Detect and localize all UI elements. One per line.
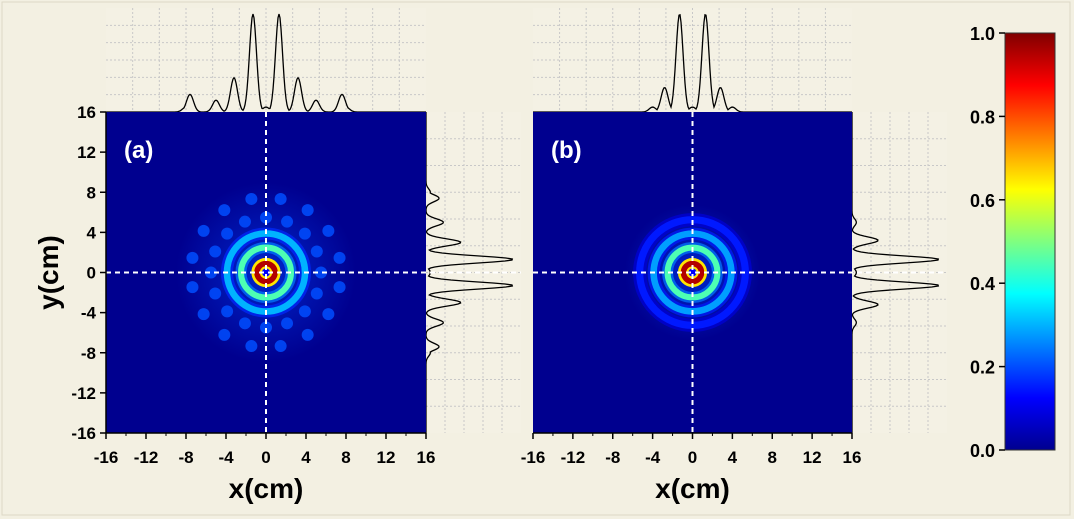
x-tick-label: 16 (843, 448, 862, 467)
heatmap-lobe (281, 317, 294, 330)
y-tick-label: 0 (87, 264, 96, 283)
heatmap-lobe (301, 204, 314, 217)
x-tick-label: 16 (417, 448, 436, 467)
x-axis-label: x(cm) (655, 473, 730, 504)
heatmap-core-centre (261, 268, 271, 277)
y-tick-label: -16 (71, 424, 96, 443)
heatmap-lobe (310, 287, 323, 300)
panel-b: (b) -16 -12 -8 -4 0 4 8 12 16 x(cm) (521, 8, 947, 504)
x-tick-label: 4 (301, 448, 311, 467)
x-tick-label: -12 (561, 448, 586, 467)
heatmap-lobe (197, 308, 210, 321)
colorbar-tick-label: 1.0 (970, 24, 995, 44)
heatmap-lobe (221, 305, 234, 318)
x-tick-label: -8 (605, 448, 620, 467)
colorbar: 1.0 0.8 0.6 0.4 0.2 0.0 (970, 24, 1056, 461)
x-axis-label: x(cm) (229, 473, 304, 504)
heatmap-ring (636, 216, 749, 329)
colorbar-tick-label: 0.0 (970, 441, 995, 461)
heatmap-lobe (245, 192, 258, 205)
heatmap-lobe (205, 266, 217, 279)
heatmap-lobe (186, 281, 199, 294)
heatmap-rings (176, 182, 356, 363)
x-profile-panel (106, 8, 426, 113)
x-tick-label: 0 (688, 448, 697, 467)
panel-label: (a) (124, 137, 153, 164)
x-tick-label: 8 (768, 448, 777, 467)
heatmap-lobe (209, 287, 222, 300)
x-tick-label: -4 (218, 448, 234, 467)
heatmap-lobe (310, 245, 323, 258)
y-tick-label: -12 (71, 384, 96, 403)
heatmap-lobe (238, 317, 251, 330)
heatmap-lobe (322, 308, 335, 321)
y-tick-label: -4 (81, 304, 97, 323)
y-tick-label: -8 (81, 344, 96, 363)
y-tick-label: 16 (77, 103, 96, 122)
colorbar-tick-label: 0.4 (970, 274, 995, 294)
heatmap-core-ring (680, 260, 705, 285)
x-tick-label: 8 (341, 448, 350, 467)
heatmap-lobe (315, 266, 327, 279)
x-tick-label: -16 (521, 448, 546, 467)
x-tick-label: -16 (94, 448, 119, 467)
panel-label: (b) (551, 137, 582, 164)
heatmap-lobe (238, 215, 251, 228)
y-tick-label: 4 (87, 223, 97, 242)
x-tick-label: 0 (261, 448, 270, 467)
heatmap-lobe (260, 321, 272, 334)
heatmap-lobe (218, 204, 231, 217)
x-tick-label: -12 (134, 448, 159, 467)
x-tick-label: 12 (803, 448, 822, 467)
heatmap-lobe (209, 245, 222, 258)
y-tick-label: 8 (87, 183, 96, 202)
y-axis-label: y(cm) (33, 235, 64, 310)
heatmap-core-centre (688, 268, 697, 277)
heatmap-lobe (301, 328, 314, 341)
x-profile-panel (533, 8, 852, 113)
heatmap-lobe (218, 328, 231, 341)
heatmap-lobe (221, 227, 234, 240)
heatmap-lobe (245, 340, 258, 353)
colorbar-tick-label: 0.6 (970, 191, 995, 211)
heatmap-lobe (298, 227, 311, 240)
colorbar-tick-label: 0.8 (970, 107, 995, 127)
heatmap-lobe (260, 211, 272, 224)
heatmap-lobe (322, 224, 335, 237)
heatmap-lobe (197, 224, 210, 237)
heatmap-lobe (298, 305, 311, 318)
heatmap-lobe (333, 281, 346, 294)
x-tick-label: -4 (645, 448, 661, 467)
heatmap-lobe (274, 192, 287, 205)
colorbar-tick-label: 0.2 (970, 358, 995, 378)
heatmap-lobe (281, 215, 294, 228)
x-tick-label: -8 (178, 448, 193, 467)
panel-a: (a) -16 -12 -8 -4 0 4 8 12 16 16 12 8 4 0 -4 -8 -12 -16 x(c… (33, 8, 521, 504)
x-tick-label: 12 (377, 448, 396, 467)
x-tick-label: 4 (728, 448, 738, 467)
colorbar-gradient (1004, 32, 1056, 451)
heatmap-lobe (274, 340, 287, 353)
heatmap-lobe (186, 251, 199, 264)
y-tick-label: 12 (77, 143, 96, 162)
heatmap-lobe (333, 251, 346, 264)
heatmap-core-ring (254, 260, 278, 285)
